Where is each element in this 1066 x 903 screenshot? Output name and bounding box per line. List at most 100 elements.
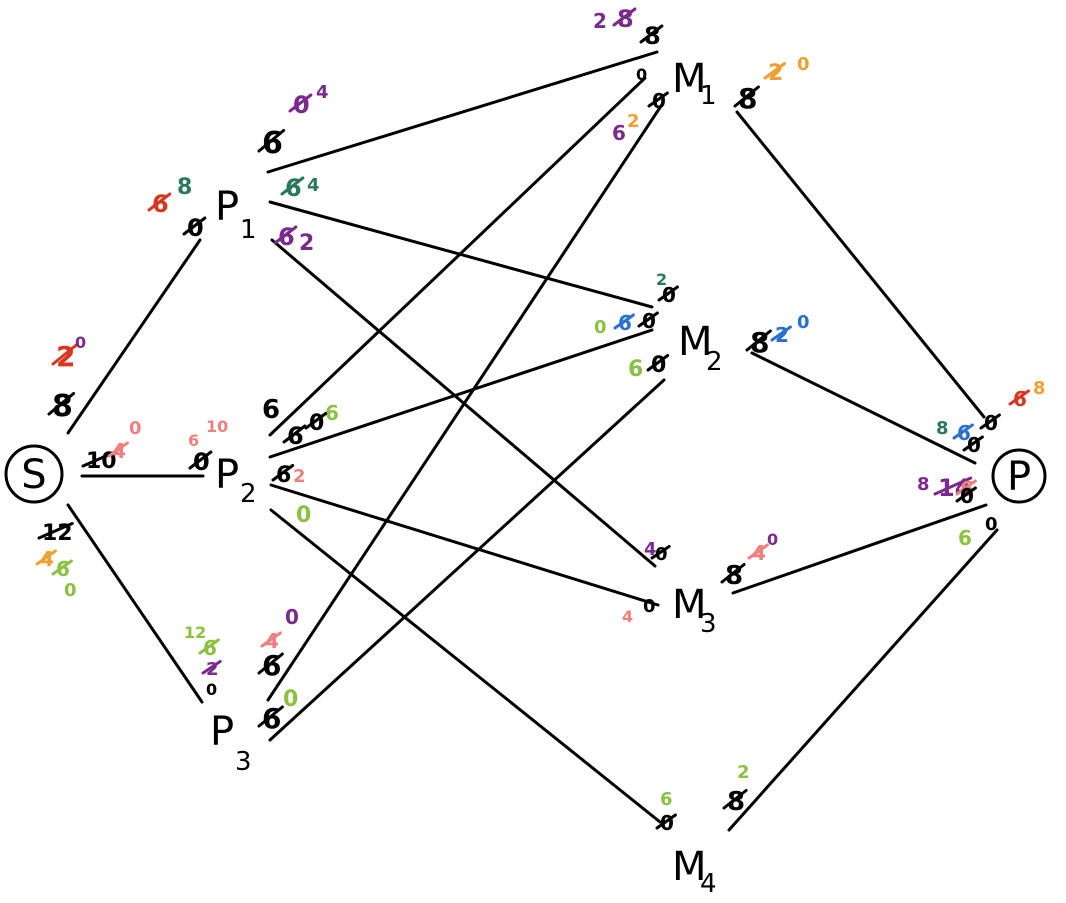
strike-through-mark — [962, 435, 984, 452]
flow-annotation: 6 — [612, 121, 626, 145]
node-m4-label: M — [672, 844, 707, 890]
flow-annotation: 12 — [184, 623, 206, 642]
strike-through-mark — [637, 311, 659, 328]
flow-annotation: 6 — [188, 431, 199, 450]
flow-annotation: 6 — [257, 702, 284, 735]
flow-annotation: 2 — [293, 466, 306, 487]
node-p2-subscript: 2 — [240, 479, 257, 509]
node-p3-label: P — [210, 709, 234, 755]
flow-annotation: 14 — [933, 474, 973, 502]
flow-annotation: 4 — [35, 547, 57, 571]
flow-annotation: 6 — [660, 789, 673, 810]
flow-annotation-value: 2 — [656, 270, 667, 289]
flow-annotation-value: 6 — [188, 431, 199, 450]
flow-annotation: 0 — [655, 811, 677, 835]
strike-through-mark — [650, 545, 671, 560]
node-m2: M 2 — [678, 319, 723, 377]
flow-annotation-value: 0 — [75, 333, 86, 352]
flow-annotation: 2 — [299, 231, 314, 256]
flow-annotation: 8 — [936, 418, 949, 439]
node-p1: P 1 — [215, 184, 257, 245]
edge-s-p3 — [66, 503, 204, 704]
strike-through-mark — [979, 413, 1001, 430]
flow-annotation-value: 6 — [262, 702, 281, 735]
flow-annotation-value: 2 — [737, 762, 750, 783]
flow-annotation-value: 0 — [636, 65, 647, 84]
edges-group — [66, 50, 999, 832]
strike-through-mark — [1008, 389, 1030, 406]
edge-p3-m2 — [268, 378, 666, 742]
edge-m4-p — [727, 528, 999, 832]
flow-annotation: 4 — [622, 607, 633, 626]
flow-annotation-value: 0 — [985, 514, 998, 535]
strike-through-mark — [147, 192, 172, 212]
node-sink-circle — [991, 448, 1047, 504]
flow-annotation-value: 6 — [262, 126, 283, 161]
strike-through-mark — [722, 789, 748, 810]
flow-annotation-value: 0 — [643, 596, 656, 617]
flow-annotation-value: 0 — [594, 317, 607, 338]
flow-annotation: 6 — [51, 557, 73, 581]
flow-annotation: 12 — [37, 521, 74, 546]
strike-through-mark — [933, 476, 973, 496]
flow-annotation: 8 — [47, 389, 76, 424]
flow-annotation: 0 — [304, 411, 328, 436]
flow-annotation-value: 0 — [206, 680, 217, 699]
flow-annotation: 8 — [639, 22, 664, 50]
edge-p3-m1 — [266, 101, 665, 702]
flow-annotation-value: 2 — [593, 9, 607, 33]
flow-annotation: 6 — [280, 174, 305, 202]
nodes-group: S P P 1 P 2 P 3 M 1 M 2 M 3 — [4, 56, 1047, 899]
edge-p2-m1 — [268, 76, 647, 437]
flow-annotation-value: 8 — [177, 175, 192, 200]
flow-annotation: 2 — [627, 111, 640, 132]
flow-annotation: 2 — [737, 762, 750, 783]
node-m3-label: M — [672, 582, 707, 628]
flow-annotation: 0 — [283, 687, 298, 712]
node-m4: M 4 — [672, 844, 717, 899]
flow-annotation-value: 8 — [936, 418, 949, 439]
flow-annotation-value: 8 — [750, 326, 769, 359]
flow-annotation: 6 — [262, 395, 280, 425]
flow-annotation-value: 12 — [184, 623, 206, 642]
edge-p1-m1 — [266, 50, 659, 174]
flow-annotation: 2 — [763, 61, 787, 86]
strike-through-mark — [720, 563, 746, 584]
strike-through-mark — [763, 62, 787, 80]
flow-annotation: 0 — [636, 65, 647, 84]
flow-annotation: 2 — [770, 323, 792, 347]
strike-through-mark — [47, 392, 76, 416]
node-source-label: S — [21, 452, 46, 498]
strike-through-mark — [271, 464, 295, 482]
flow-annotation-value: 8 — [917, 474, 930, 495]
flow-annotation: 0 — [594, 317, 607, 338]
flow-annotation-value: 0 — [64, 580, 77, 601]
flow-annotation: 0 — [962, 433, 984, 457]
strike-through-mark — [612, 7, 637, 27]
node-sink-label: P — [1007, 454, 1031, 500]
flow-annotation-value: 0 — [767, 530, 778, 549]
flow-annotation: 8 — [612, 5, 637, 33]
strike-through-mark — [107, 441, 129, 458]
flow-annotation: 4 — [747, 541, 769, 565]
flow-annotation: 6 — [271, 463, 295, 488]
flow-annotation-value: 0 — [283, 687, 298, 712]
flow-annotation: 0 — [797, 312, 810, 333]
flow-annotation: 4 — [107, 439, 129, 463]
node-m2-subscript: 2 — [706, 347, 723, 377]
flow-annotation: 6 — [1008, 387, 1030, 411]
flow-annotation: 0 — [646, 353, 670, 378]
flow-annotation: 4 — [307, 175, 320, 196]
node-m1: M 1 — [672, 56, 717, 111]
node-p2: P 2 — [215, 452, 257, 509]
strike-through-mark — [288, 93, 313, 113]
flow-annotation: 0 — [797, 54, 810, 75]
node-m3: M 3 — [672, 582, 717, 639]
edge-m1-p — [735, 110, 986, 419]
flow-annotation-value: 8 — [1033, 378, 1046, 399]
strike-through-mark — [257, 652, 284, 675]
flow-annotation: 0 — [206, 680, 217, 699]
node-p3-subscript: 3 — [235, 747, 252, 777]
